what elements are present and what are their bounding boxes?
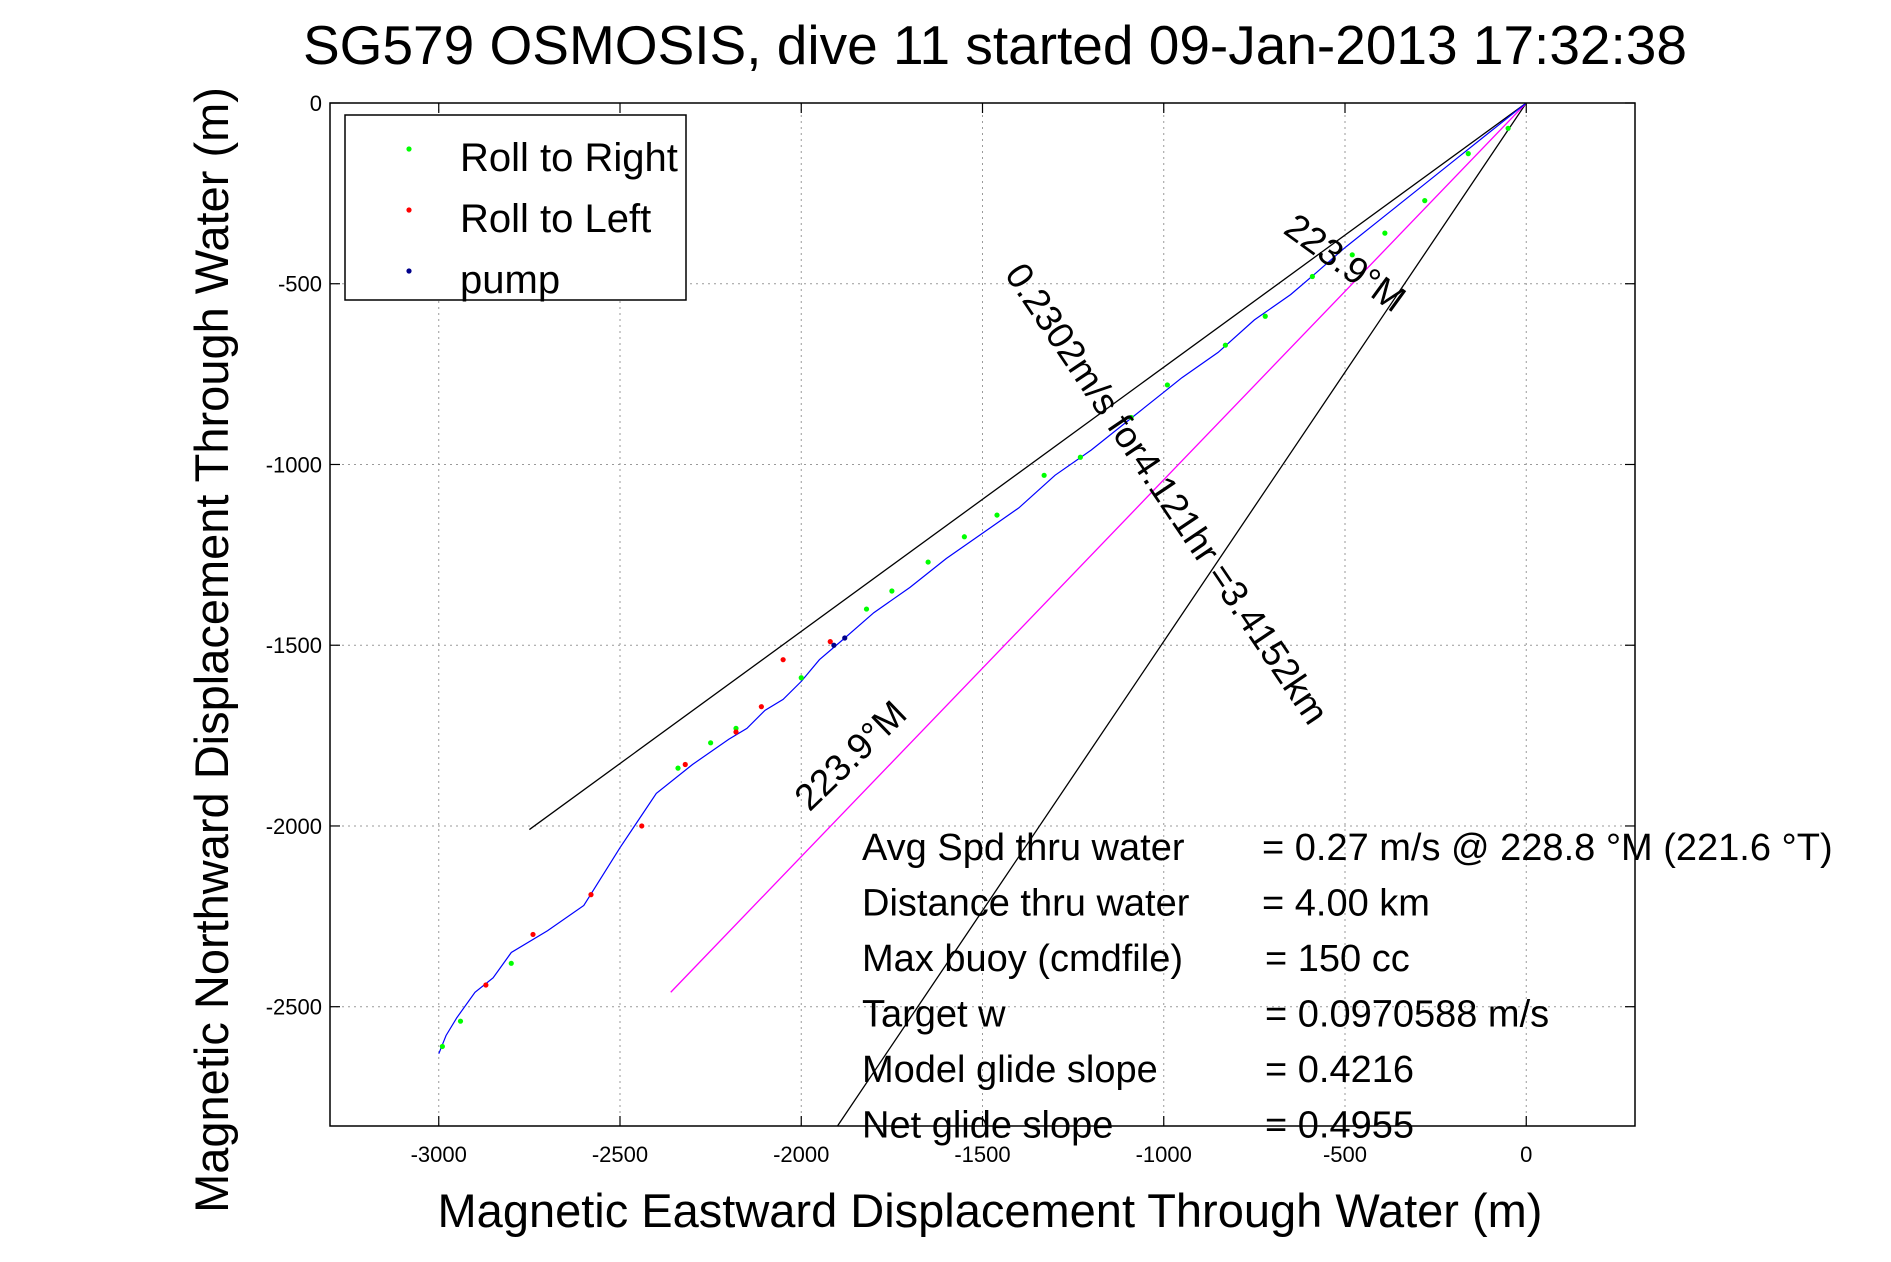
roll-right-marker xyxy=(708,740,714,746)
stat-label: Net glide slope xyxy=(862,1105,1113,1147)
roll-right-marker xyxy=(1262,313,1268,319)
y-tick-label: -2000 xyxy=(266,814,322,839)
stat-value: = 150 cc xyxy=(1265,938,1410,980)
x-tick-label: -2000 xyxy=(773,1142,829,1167)
stat-value: = 0.4955 xyxy=(1265,1105,1414,1147)
roll-right-marker xyxy=(675,765,681,771)
stat-label: Avg Spd thru water xyxy=(862,827,1185,869)
stat-label: Max buoy (cmdfile) xyxy=(862,938,1183,980)
roll-right-marker xyxy=(1465,151,1471,157)
y-axis-label: Magnetic Northward Displacement Through … xyxy=(185,87,238,1213)
y-tick-label: -2500 xyxy=(266,995,322,1020)
y-tick-label: -500 xyxy=(278,272,322,297)
roll-right-marker xyxy=(863,606,870,612)
roll-right-marker xyxy=(1349,252,1355,258)
roll-right-marker xyxy=(1422,198,1428,204)
roll-right-marker xyxy=(1077,454,1083,460)
stat-value: = 0.4216 xyxy=(1265,1049,1414,1091)
roll-right-marker xyxy=(1309,273,1315,280)
roll-right-marker xyxy=(508,960,514,966)
ticks: -3000 -2500 -2000 -1500 -1000 -500 0 0 -500 -1000… xyxy=(266,91,1635,1167)
x-axis-label: Magnetic Eastward Displacement Through W… xyxy=(438,1184,1543,1237)
legend-marker xyxy=(406,207,412,213)
legend-marker xyxy=(406,268,412,274)
roll-right-marker xyxy=(439,1043,445,1050)
legend-label: pump xyxy=(460,258,560,302)
reference-line xyxy=(528,102,1527,831)
roll-right-marker xyxy=(1164,382,1170,388)
y-tick-label: -1500 xyxy=(266,633,322,658)
pump-marker xyxy=(831,642,837,648)
pump-marker xyxy=(842,635,848,641)
roll-left-marker xyxy=(758,704,764,710)
roll-right-marker xyxy=(1505,125,1511,131)
x-tick-label: -1000 xyxy=(1136,1142,1192,1167)
roll-left-marker xyxy=(483,982,489,988)
chart-title: SG579 OSMOSIS, dive 11 started 09-Jan-20… xyxy=(303,14,1687,76)
y-tick-label: -1000 xyxy=(266,452,322,477)
legend: Roll to Right Roll to Left pump xyxy=(344,114,687,302)
roll-right-marker xyxy=(457,1018,464,1024)
roll-right-marker xyxy=(961,534,967,540)
roll-left-marker xyxy=(827,639,833,645)
roll-left-marker xyxy=(588,892,594,898)
stat-label: Distance thru water xyxy=(862,883,1190,925)
stat-label: Model glide slope xyxy=(862,1049,1158,1091)
roll-right-marker xyxy=(925,559,931,565)
roll-left-marker xyxy=(530,931,536,938)
legend-label: Roll to Right xyxy=(460,136,678,180)
roll-left-marker xyxy=(780,657,786,663)
roll-right-marker xyxy=(994,512,1000,518)
stat-label: Target w xyxy=(862,994,1006,1036)
x-tick-label: 0 xyxy=(1520,1142,1532,1167)
reference-line xyxy=(670,102,1527,993)
stat-value: = 0.27 m/s @ 228.8 °M (221.6 °T) xyxy=(1262,827,1833,869)
x-tick-label: -3000 xyxy=(411,1142,467,1167)
x-tick-label: -1500 xyxy=(954,1142,1010,1167)
roll-right-marker xyxy=(1128,414,1134,421)
legend-label: Roll to Left xyxy=(460,197,651,241)
roll-right-marker xyxy=(1222,342,1228,348)
plot-markers xyxy=(439,125,1511,1050)
roll-right-marker xyxy=(1382,230,1388,236)
roll-left-marker xyxy=(733,729,739,735)
stat-value: = 0.0970588 m/s xyxy=(1265,994,1549,1036)
legend-marker xyxy=(406,146,412,152)
roll-right-marker xyxy=(1041,472,1047,478)
reference-line xyxy=(836,102,1527,1127)
stats-block: Avg Spd thru water = 0.27 m/s @ 228.8 °M … xyxy=(862,827,1833,1147)
x-tick-label: -500 xyxy=(1323,1142,1367,1167)
y-tick-label: 0 xyxy=(310,91,322,116)
stat-value: = 4.00 km xyxy=(1262,883,1430,925)
roll-left-marker xyxy=(639,823,645,829)
legend-box xyxy=(344,114,687,301)
roll-right-marker xyxy=(798,675,804,681)
x-tick-label: -2500 xyxy=(592,1142,648,1167)
roll-left-marker xyxy=(682,761,688,768)
roll-right-marker xyxy=(733,725,739,731)
roll-right-marker xyxy=(889,588,895,594)
